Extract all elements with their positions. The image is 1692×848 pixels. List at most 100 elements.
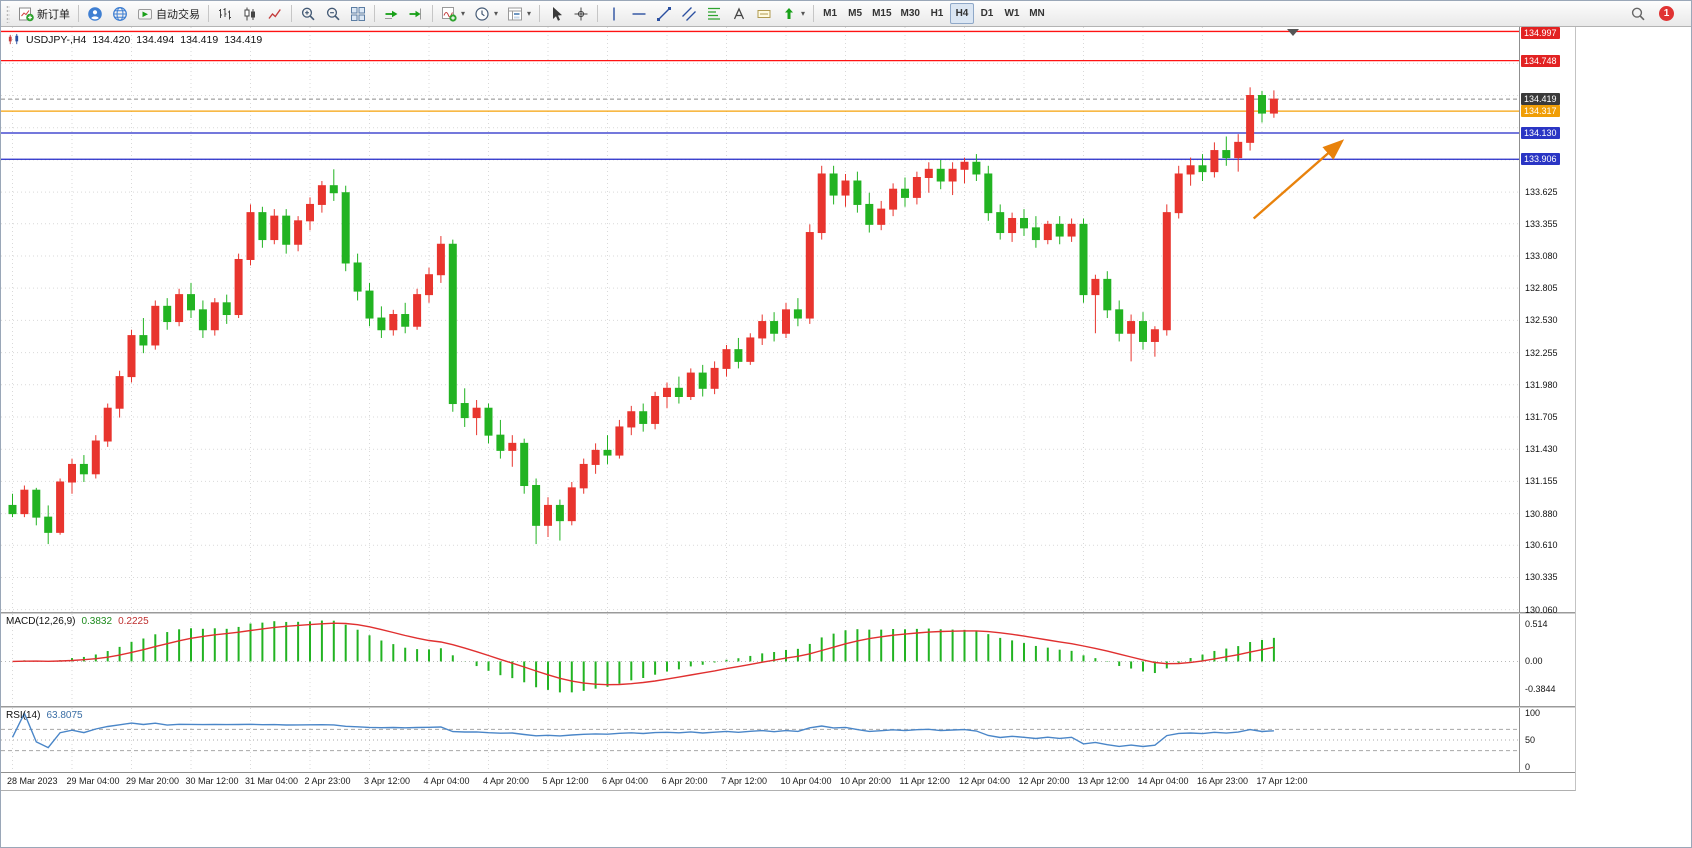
candle [139,335,148,346]
autotrading-icon [138,8,152,19]
candle [1269,98,1278,114]
candle [853,180,862,205]
candlestick-button[interactable] [238,3,262,24]
timeframe-button-m15[interactable]: M15 [872,8,892,19]
candlestick-plot[interactable] [1,27,1519,612]
panel-divider[interactable] [1,706,1575,708]
candle [722,349,731,369]
candle [924,168,933,178]
zoom-out-button[interactable] [321,3,345,24]
fibonacci-button[interactable] [702,3,726,24]
timeframe-button-w1[interactable]: W1 [1004,8,1020,19]
macd-axis[interactable]: 0.514 0.00 -0.3844 [1519,614,1575,706]
text-label-button[interactable] [752,3,776,24]
chart-shift-button[interactable] [404,3,428,24]
toolbar-separator [432,5,433,22]
macd-plot[interactable] [1,614,1519,706]
candle [817,173,826,234]
trend-arrow-annotation[interactable] [1252,139,1345,220]
time-axis-label: 14 Apr 04:00 [1137,776,1189,786]
candle [639,411,648,424]
rsi-scale-label: 50 [1525,735,1536,745]
candle [579,463,588,489]
trendline-button[interactable] [652,3,676,24]
vertical-line-button[interactable] [602,3,626,24]
line-chart-button[interactable] [263,3,287,24]
macd-panel: 0.514 0.00 -0.3844 MACD(12,26,9) 0.3832 0.… [1,614,1575,706]
cursor-button[interactable] [544,3,568,24]
time-axis-label: 12 Apr 04:00 [959,776,1011,786]
candle [270,215,279,241]
candle [484,407,493,436]
rsi-axis[interactable]: 100 50 0 [1519,708,1575,772]
timeframe-button-mn[interactable]: MN [1029,8,1045,19]
timeframe-button-d1[interactable]: D1 [980,8,994,19]
candle [734,349,743,362]
timeframe-button-m30[interactable]: M30 [900,8,920,19]
rsi-name: RSI(14) [6,710,41,721]
time-axis-label: 13 Apr 12:00 [1078,776,1130,786]
tile-windows-button[interactable] [346,3,370,24]
market-button[interactable] [108,3,132,24]
toolbar-grip[interactable] [6,4,10,23]
time-axis-label: 29 Mar 04:00 [66,776,120,786]
toolbar-separator [813,5,815,22]
zoom-out-icon [326,7,340,20]
timeframe-button-h1[interactable]: H1 [930,8,944,19]
candle [32,489,41,518]
auto-scroll-icon [385,10,398,19]
price-axis-label: 131.980 [1525,379,1558,390]
community-button[interactable] [83,3,107,24]
templates-button[interactable]: ▾ [503,3,535,24]
macd-name: MACD(12,26,9) [6,616,76,627]
toolbar-separator [78,5,79,22]
time-axis[interactable]: 28 Mar 2023 29 Mar 04:00 29 Mar 20:00 30 Ma… [1,772,1575,790]
candle [1055,223,1064,237]
periods-button[interactable]: ▾ [470,3,502,24]
search-button[interactable] [1626,3,1650,24]
candle [413,294,422,327]
timeframe-button-h4[interactable]: H4 [949,3,974,24]
time-axis-label: 17 Apr 12:00 [1256,776,1308,786]
notifications-badge[interactable]: 1 [1659,6,1674,21]
candle [1031,227,1040,241]
panel-divider[interactable] [1,612,1575,614]
candle [294,220,303,245]
timeframe-button-m1[interactable]: M1 [823,8,838,19]
toolbar-separator [597,5,599,22]
arrows-button[interactable]: ▾ [777,3,809,24]
candle [115,376,124,409]
time-axis-label: 31 Mar 04:00 [245,776,299,786]
candle [1162,212,1171,331]
time-axis-label: 29 Mar 20:00 [126,776,180,786]
candle [175,294,184,323]
crosshair-button[interactable] [569,3,593,24]
macd-main-value: 0.3832 [81,616,113,627]
rsi-plot[interactable] [1,708,1519,772]
candle [68,463,76,483]
horizontal-line-button[interactable] [627,3,651,24]
chart-shift-marker[interactable] [1287,29,1299,36]
zoom-in-button[interactable] [296,3,320,24]
new-order-button[interactable]: 新订单 [14,3,74,24]
search-icon [1631,7,1645,20]
low-value: 134.419 [180,33,219,46]
indicators-button[interactable]: ▾ [437,3,469,24]
candle [448,243,457,405]
candle [1186,165,1195,175]
price-axis[interactable]: 133.625 133.355 133.080 132.805 132.530 132.2… [1519,27,1575,615]
candle [829,173,838,196]
auto-scroll-button[interactable] [379,3,403,24]
time-axis-label: 6 Apr 04:00 [602,776,649,786]
channel-button[interactable] [677,3,701,24]
text-button[interactable] [727,3,751,24]
candle [793,309,802,319]
candle [663,387,671,398]
macd-signal-value: 0.2225 [118,616,149,627]
timeframe-button-m5[interactable]: M5 [848,8,863,19]
bar-chart-button[interactable] [213,3,237,24]
autotrading-button[interactable]: 自动交易 [133,3,204,24]
candle [496,434,505,451]
candle [1103,278,1112,311]
price-axis-label: 133.080 [1525,250,1558,261]
